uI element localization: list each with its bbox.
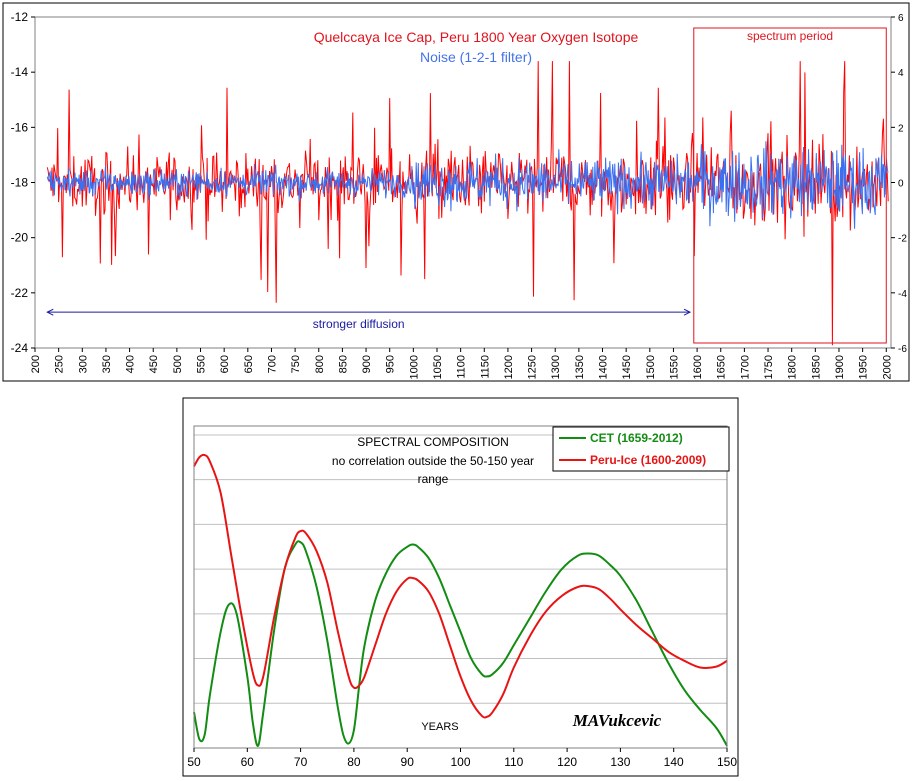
x-tick-label: 350 xyxy=(101,355,113,373)
x-tick-label: 1800 xyxy=(787,355,799,379)
x-tick-label: 1050 xyxy=(432,355,444,379)
x-tick-label: 850 xyxy=(337,355,349,373)
y-right-tick-label: -6 xyxy=(898,344,907,355)
x-tick-label: 750 xyxy=(290,355,302,373)
x-tick-label: 500 xyxy=(172,355,184,373)
legend-label-peru-ice: Peru-Ice (1600-2009) xyxy=(590,453,706,467)
cet-series-line xyxy=(193,540,728,747)
y-right-tick-label: -4 xyxy=(898,289,907,300)
y-left-tick-label: -20 xyxy=(11,231,29,245)
spectral-note-line1: no correlation outside the 50-150 year xyxy=(332,454,534,468)
y-left-tick-label: -24 xyxy=(11,341,29,355)
spectrum-period-label: spectrum period xyxy=(747,29,833,43)
x-tick-label: 600 xyxy=(219,355,231,373)
x-tick-label: 900 xyxy=(361,355,373,373)
isotope-chart: spectrum period stronger diffusion Quelc… xyxy=(2,2,910,382)
x-tick-label: 450 xyxy=(148,355,160,373)
legend: CET (1659-2012) Peru-Ice (1600-2009) xyxy=(552,426,730,472)
x-tick-label: 1600 xyxy=(692,355,704,379)
y-left-tick-label: -18 xyxy=(11,176,29,190)
x-tick-label: 650 xyxy=(243,355,255,373)
x-tick-label: 550 xyxy=(196,355,208,373)
x-tick-label: 1900 xyxy=(834,355,846,379)
x-tick-label: 400 xyxy=(125,355,137,373)
x-tick-label: 2000 xyxy=(881,355,893,379)
x-tick-label: 1350 xyxy=(574,355,586,379)
x-tick-label: 150 xyxy=(717,755,737,769)
legend-box xyxy=(552,426,730,472)
x-tick-label: 1200 xyxy=(503,355,515,379)
y-right-tick-label: 2 xyxy=(898,123,904,134)
chart-subtitle: Noise (1-2-1 filter) xyxy=(420,49,532,65)
x-tick-label: 130 xyxy=(610,755,630,769)
legend-label-cet: CET (1659-2012) xyxy=(590,431,683,445)
x-tick-label: 200 xyxy=(30,355,42,373)
y-left-tick-label: -14 xyxy=(11,65,29,79)
diffusion-arrow-head-right xyxy=(683,308,692,316)
chart-title: Quelccaya Ice Cap, Peru 1800 Year Oxygen… xyxy=(314,29,639,45)
x-tick-label: 60 xyxy=(241,755,255,769)
author-signature: MAVukcevic xyxy=(572,711,662,730)
y-right-tick-label: 6 xyxy=(898,13,904,24)
x-tick-label: 1500 xyxy=(645,355,657,379)
x-tick-label: 50 xyxy=(187,755,201,769)
x-tick-label: 800 xyxy=(314,355,326,373)
x-tick-label: 140 xyxy=(664,755,684,769)
spectral-title: SPECTRAL COMPOSITION xyxy=(357,435,509,449)
y-right-tick-label: -2 xyxy=(898,234,907,245)
x-tick-label: 250 xyxy=(54,355,66,373)
y-right-tick-label: 0 xyxy=(898,179,904,190)
x-tick-label: 1650 xyxy=(716,355,728,379)
x-tick-label: 70 xyxy=(294,755,308,769)
x-tick-label: 1000 xyxy=(408,355,420,379)
x-tick-label: 1250 xyxy=(527,355,539,379)
x-tick-label: 1550 xyxy=(668,355,680,379)
y-right-tick-label: 4 xyxy=(898,68,904,79)
y-left-tick-label: -22 xyxy=(11,286,29,300)
x-tick-label: 1750 xyxy=(763,355,775,379)
x-tick-label: 1100 xyxy=(456,355,468,379)
x-tick-label: 1450 xyxy=(621,355,633,379)
x-tick-label: 300 xyxy=(77,355,89,373)
x-tick-label: 1150 xyxy=(479,355,491,379)
spectrum-period-box xyxy=(693,27,887,344)
peru-ice-series-line xyxy=(193,453,728,719)
x-tick-label: 1850 xyxy=(810,355,822,379)
x-tick-label: 950 xyxy=(385,355,397,373)
stronger-diffusion-arrow xyxy=(46,308,692,316)
x-tick-label: 1400 xyxy=(598,355,610,379)
x-tick-label: 90 xyxy=(401,755,415,769)
y-left-tick-label: -16 xyxy=(11,120,29,134)
spectral-note-line2: range xyxy=(418,472,449,486)
x-tick-label: 700 xyxy=(266,355,278,373)
x-tick-label: 100 xyxy=(450,755,470,769)
diffusion-arrow-head-left xyxy=(46,308,54,316)
x-tick-label: 120 xyxy=(557,755,577,769)
x-axis-label: YEARS xyxy=(421,721,458,733)
x-tick-label: 1700 xyxy=(739,355,751,379)
x-tick-label: 1950 xyxy=(858,355,870,379)
x-tick-label: 1300 xyxy=(550,355,562,379)
x-tick-label: 110 xyxy=(504,755,523,769)
spectral-chart-frame xyxy=(182,397,739,777)
x-tick-label: 80 xyxy=(347,755,361,769)
y-left-tick-label: -12 xyxy=(11,10,29,24)
noise-series-line xyxy=(46,141,889,229)
stronger-diffusion-label: stronger diffusion xyxy=(313,317,405,331)
